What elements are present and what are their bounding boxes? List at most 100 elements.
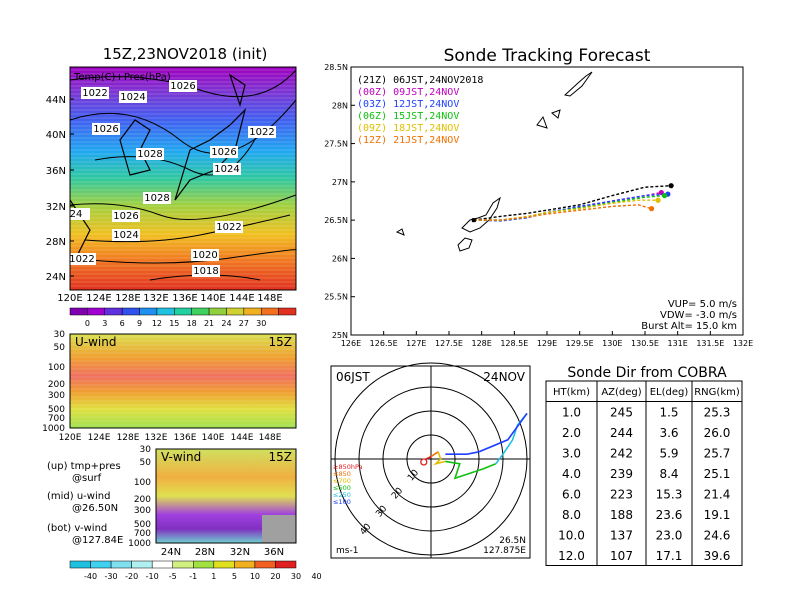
table-cell: 8.4 (659, 467, 678, 481)
isobars (69, 69, 297, 281)
lon-tick-label: 148E (257, 293, 282, 304)
colorbar-label: 1 (211, 572, 216, 581)
tracking-x-tick-label: 131.5E (696, 339, 724, 348)
v-wind-time: 15Z (269, 450, 293, 464)
table-header-cell: HT(km) (553, 387, 590, 398)
colorbar-label: 10 (250, 572, 260, 581)
hodograph-segment (430, 451, 439, 458)
track-line-03Z (473, 193, 668, 222)
legend-note: @127.84E (72, 535, 123, 546)
hodograph-segment (445, 412, 528, 455)
v-wind-title: V-wind (161, 450, 201, 464)
track-line-12Z (473, 204, 652, 221)
colorbar-swatch (226, 307, 245, 316)
svg-text:1022: 1022 (69, 254, 94, 265)
colorbar-swatch (278, 307, 297, 316)
tracking-legend-entry: (00Z) 09JST,24NOV (357, 87, 459, 98)
table-cell: 25.3 (704, 406, 731, 420)
lon-tick-label: 132E (145, 433, 168, 443)
table-cell: 8.0 (562, 508, 581, 522)
lat-tick-label: 28N (195, 547, 215, 558)
table-cell: 188 (610, 508, 633, 522)
tracking-y-tick-label: 25N (332, 331, 348, 340)
table-cell: 17.1 (656, 549, 683, 563)
left-top-caption: Temp(C)+Pres(hPa) (73, 72, 171, 83)
pressure-tick-label: 700 (48, 414, 65, 424)
isobar-label: 1020 (191, 249, 219, 261)
table-cell: 245 (610, 406, 633, 420)
tracking-y-tick-label: 27N (332, 178, 348, 187)
lon-tick-label: 120E (59, 433, 82, 443)
table-cell: 21.4 (704, 488, 731, 502)
colorbar-swatch (131, 560, 153, 569)
lon-tick-label: 132E (143, 293, 168, 304)
isobar-label: 24 (62, 208, 90, 220)
colorbar-label: 12 (152, 319, 162, 328)
legend-note: (bot) v-wind (47, 523, 107, 534)
isobar-label: 1024 (112, 229, 140, 241)
pressure-tick-label: 300 (48, 391, 65, 401)
colorbar-label: 30 (256, 319, 266, 328)
tracking-legend-entry: (03Z) 12JST,24NOV (357, 99, 459, 110)
tracking-parameter: VUP= 5.0 m/s (668, 299, 737, 310)
tracking-y-tick-label: 28.5N (324, 63, 348, 72)
tracking-legend-entry: (06Z) 15JST,24NOV (357, 111, 459, 122)
isobar-label: 1024 (119, 91, 147, 103)
isobar-label: 1022 (248, 126, 276, 138)
svg-text:1026: 1026 (211, 147, 236, 158)
table-cell: 39.6 (704, 549, 731, 563)
colorbar-label: 18 (187, 319, 197, 328)
tracking-y-tick-label: 26N (332, 254, 348, 263)
table-cell: 1.5 (659, 406, 678, 420)
table-cell: 26.0 (704, 426, 731, 440)
tracking-legend: (21Z) 06JST,24NOV2018(00Z) 09JST,24NOV(0… (357, 75, 483, 146)
pressure-tick-label: 700 (134, 529, 151, 539)
tracking-plot-area (350, 66, 744, 336)
hodograph-band-legend: ≥850hPa≤850≤700≤500≤250≤100 (333, 463, 363, 506)
table-cell: 6.0 (562, 488, 581, 502)
colorbar-label: -20 (125, 572, 138, 581)
svg-text:1028: 1028 (137, 149, 162, 160)
table-cell: 1.0 (562, 406, 581, 420)
lon-tick-label: 128E (117, 433, 140, 443)
colorbar-label: 15 (169, 319, 179, 328)
launch-site-marker (471, 218, 476, 223)
table-cell: 25.1 (704, 467, 731, 481)
tracking-series (471, 183, 674, 223)
lon-tick-label: 144E (231, 433, 254, 443)
tracking-legend-entry: (09Z) 18JST,24NOV (357, 123, 459, 134)
table-cell: 107 (610, 549, 633, 563)
lon-tick-label: 140E (202, 433, 225, 443)
map-legend-notes: (up) tmp+pres@surf (mid) u-wind@26.50N (bo… (47, 461, 123, 546)
tracking-x-tick-label: 126E (341, 339, 361, 348)
track-end-point-12Z (648, 206, 655, 212)
tracking-title: Sonde Tracking Forecast (444, 46, 651, 66)
cobra-table: HT(km) AZ(deg) EL(deg) RNG(km) 1.0 245 1.5 25.3… (545, 380, 743, 566)
pressure-tick-label: 1000 (128, 539, 151, 549)
left-top-title: 15Z,23NOV2018 (init) (103, 45, 268, 63)
legend-note: (up) tmp+pres (47, 461, 121, 472)
lat-tick-label: 40N (46, 130, 66, 141)
lat-tick-label: 24N (161, 547, 181, 558)
svg-text:24: 24 (70, 209, 83, 220)
u-wind-field (70, 334, 296, 428)
tracking-axes: 126E 126.5E 127E 127.5E 128E 128.5E 129E 129.5E… (324, 63, 753, 348)
u-wind-time: 15Z (269, 335, 293, 349)
colorbar-swatch (156, 307, 175, 316)
colorbar-swatch (69, 307, 88, 316)
table-title: Sonde Dir from COBRA (567, 365, 727, 381)
legend-note: @surf (72, 473, 102, 484)
colorbar-label: 24 (221, 319, 231, 328)
tracking-x-tick-label: 128.5E (500, 339, 528, 348)
isobar-label: 1022 (68, 253, 96, 265)
temp-colorbar: 0 3 6 9 12 15 18 21 24 27 30 (69, 307, 297, 328)
tracking-x-tick-label: 132E (733, 339, 753, 348)
colorbar-label: 27 (239, 319, 249, 328)
colorbar-label: -10 (146, 572, 159, 581)
hodograph-series (420, 412, 528, 480)
lon-tick-label: 144E (229, 293, 254, 304)
isobar-label: 1026 (210, 146, 238, 158)
colorbar-swatch (208, 307, 227, 316)
colorbar-label: 40 (311, 572, 321, 581)
